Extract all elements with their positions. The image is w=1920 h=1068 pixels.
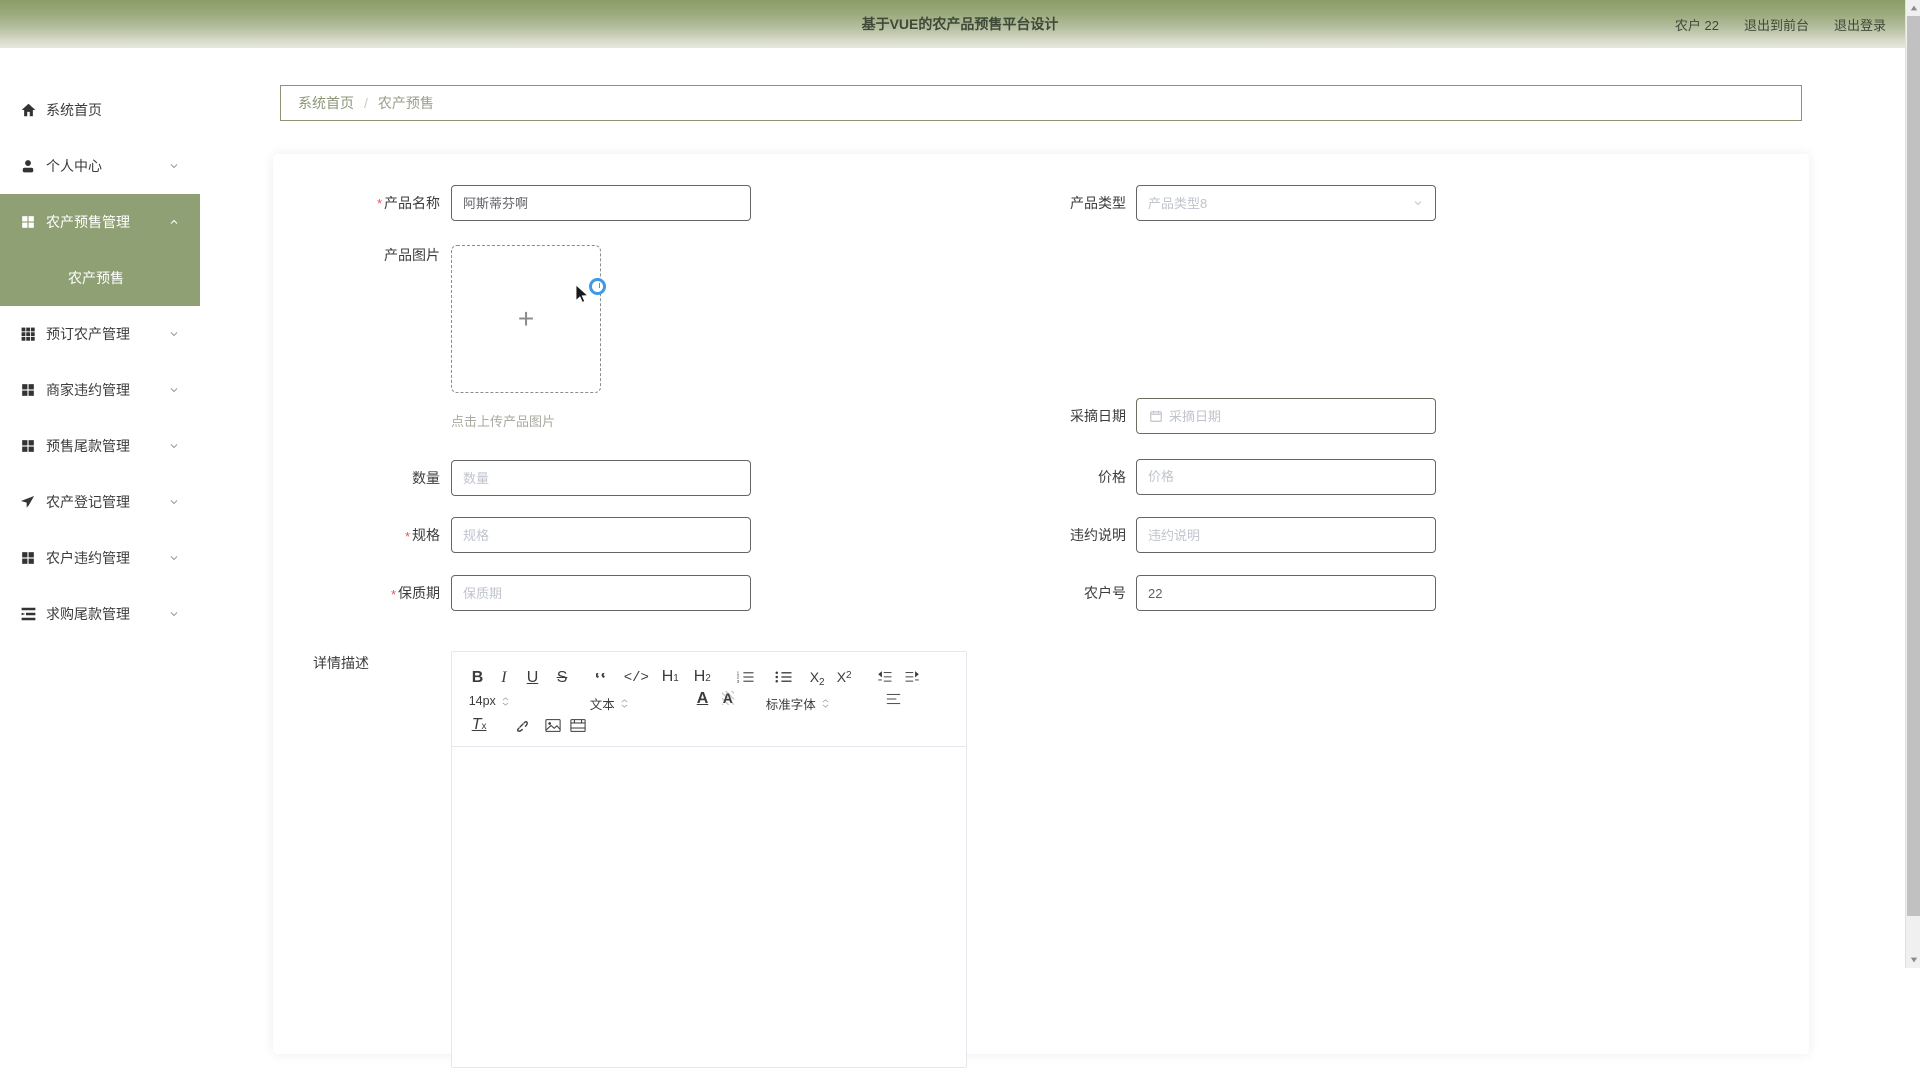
svg-text:3: 3 [737,679,740,684]
